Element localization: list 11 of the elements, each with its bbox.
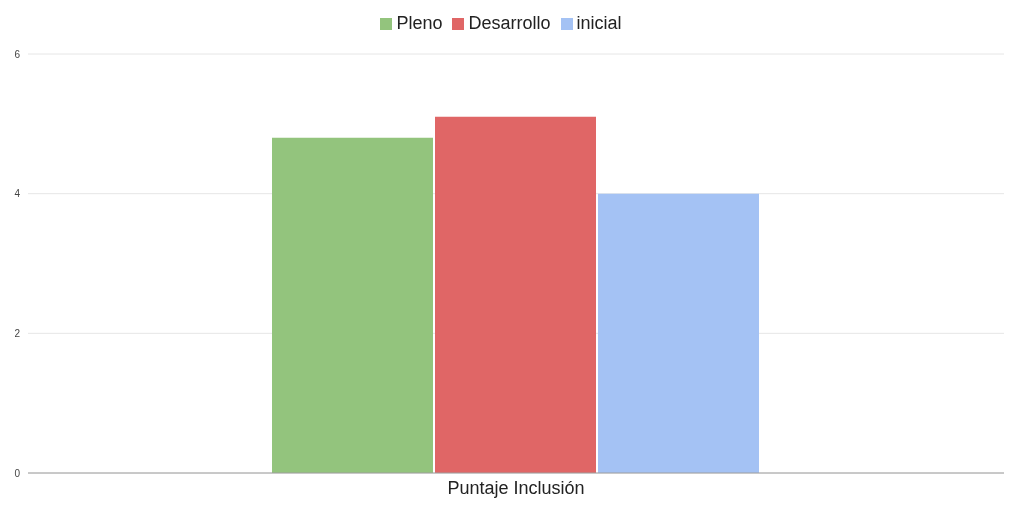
x-tick-label: Puntaje Inclusión — [447, 477, 585, 498]
legend-label: inicial — [576, 13, 622, 33]
bar — [598, 193, 759, 473]
y-tick-label: 4 — [14, 188, 21, 200]
legend-label: Desarrollo — [468, 13, 551, 33]
bar — [272, 137, 433, 473]
bar — [435, 116, 596, 473]
legend-label: Pleno — [396, 13, 443, 33]
y-tick-label: 6 — [14, 48, 21, 60]
y-tick-label: 0 — [14, 467, 21, 479]
y-tick-label: 2 — [14, 327, 21, 339]
